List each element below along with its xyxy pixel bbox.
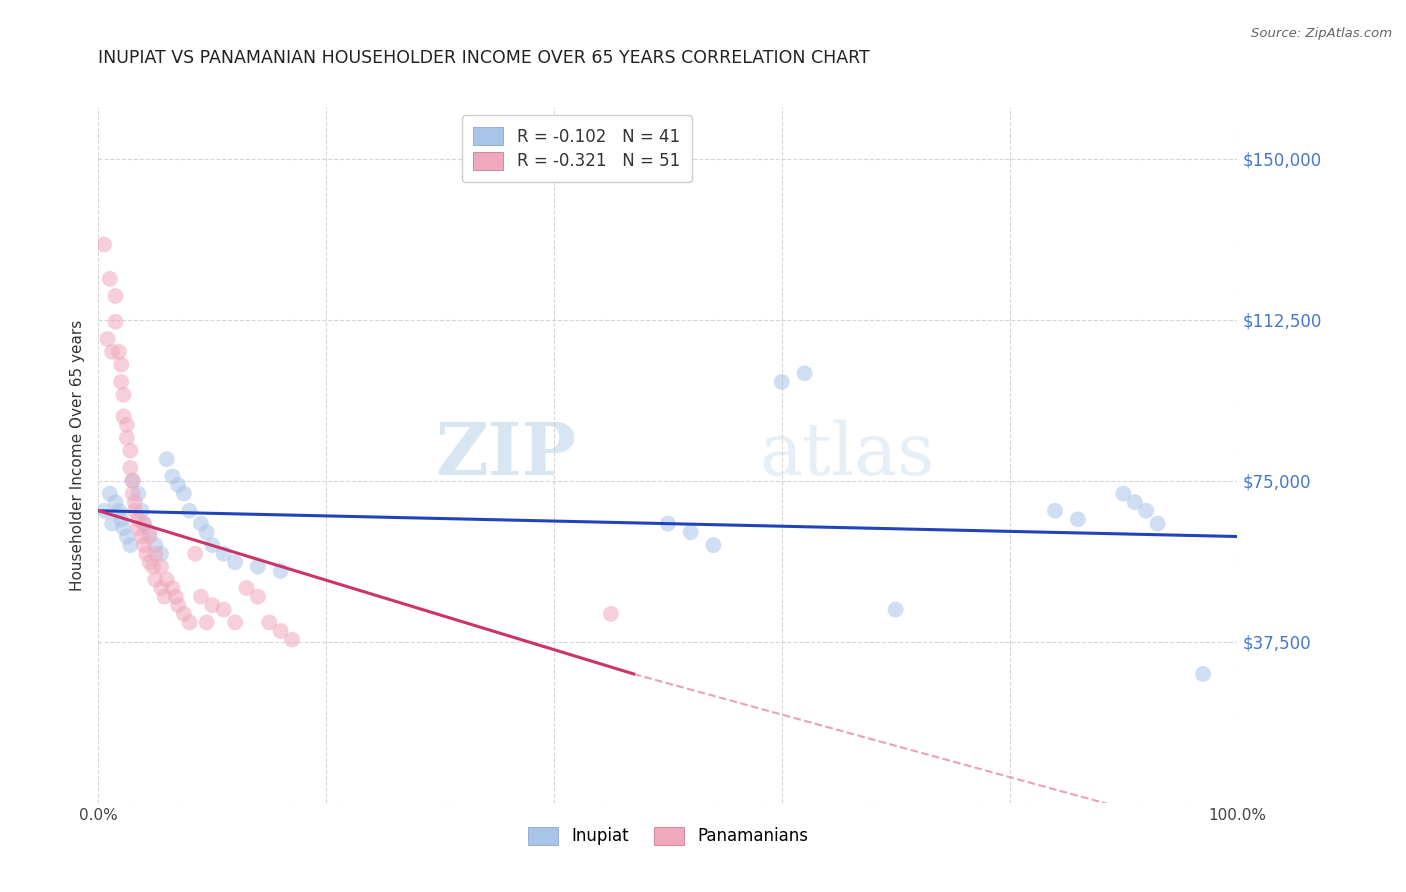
Point: [224, 555, 246, 569]
Point: [131, 529, 153, 543]
Point: [201, 599, 224, 613]
Legend: Inupiat, Panamanians: Inupiat, Panamanians: [516, 815, 820, 857]
Point: [120, 443, 142, 458]
Point: [112, 521, 135, 535]
Point: [131, 504, 153, 518]
Point: [1123, 495, 1146, 509]
Point: [110, 375, 132, 389]
Point: [259, 615, 281, 630]
Point: [96, 332, 118, 346]
Point: [110, 358, 132, 372]
Point: [190, 590, 212, 604]
Point: [1043, 504, 1066, 518]
Point: [195, 525, 218, 540]
Point: [112, 409, 135, 424]
Point: [124, 504, 146, 518]
Point: [657, 516, 679, 531]
Point: [167, 478, 190, 492]
Point: [127, 486, 149, 500]
Point: [173, 486, 195, 500]
Point: [110, 512, 132, 526]
Point: [132, 516, 155, 531]
Point: [201, 538, 224, 552]
Point: [127, 512, 149, 526]
Point: [98, 486, 121, 500]
Point: [270, 564, 292, 578]
Point: [162, 581, 184, 595]
Point: [167, 599, 190, 613]
Point: [98, 272, 121, 286]
Point: [153, 590, 176, 604]
Point: [702, 538, 724, 552]
Point: [770, 375, 793, 389]
Point: [101, 516, 124, 531]
Point: [112, 388, 135, 402]
Point: [132, 538, 155, 552]
Point: [1067, 512, 1090, 526]
Point: [145, 538, 167, 552]
Point: [121, 474, 143, 488]
Point: [270, 624, 292, 638]
Point: [104, 315, 127, 329]
Point: [235, 581, 257, 595]
Point: [104, 289, 127, 303]
Point: [138, 555, 160, 569]
Point: [150, 581, 173, 595]
Point: [679, 525, 702, 540]
Text: atlas: atlas: [759, 419, 935, 491]
Point: [115, 431, 138, 445]
Point: [138, 529, 160, 543]
Point: [120, 538, 142, 552]
Point: [145, 573, 167, 587]
Point: [93, 237, 115, 252]
Text: INUPIAT VS PANAMANIAN HOUSEHOLDER INCOME OVER 65 YEARS CORRELATION CHART: INUPIAT VS PANAMANIAN HOUSEHOLDER INCOME…: [98, 49, 870, 67]
Point: [115, 529, 138, 543]
Y-axis label: Householder Income Over 65 years: Householder Income Over 65 years: [70, 319, 86, 591]
Point: [156, 452, 179, 467]
Point: [179, 504, 201, 518]
Point: [1192, 667, 1215, 681]
Point: [884, 602, 907, 616]
Point: [1112, 486, 1135, 500]
Point: [150, 547, 173, 561]
Point: [195, 615, 218, 630]
Point: [165, 590, 187, 604]
Point: [281, 632, 304, 647]
Point: [173, 607, 195, 621]
Point: [108, 504, 131, 518]
Point: [93, 504, 115, 518]
Point: [246, 559, 269, 574]
Point: [1146, 516, 1168, 531]
Point: [135, 547, 157, 561]
Point: [150, 559, 173, 574]
Point: [145, 547, 167, 561]
Point: [101, 344, 124, 359]
Point: [224, 615, 246, 630]
Point: [132, 516, 155, 531]
Point: [121, 486, 143, 500]
Point: [124, 495, 146, 509]
Text: Source: ZipAtlas.com: Source: ZipAtlas.com: [1251, 27, 1392, 40]
Point: [246, 590, 269, 604]
Point: [184, 547, 207, 561]
Point: [179, 615, 201, 630]
Point: [1135, 504, 1157, 518]
Point: [104, 495, 127, 509]
Point: [212, 547, 235, 561]
Point: [793, 367, 815, 381]
Point: [156, 573, 179, 587]
Point: [121, 474, 143, 488]
Point: [600, 607, 623, 621]
Point: [127, 521, 149, 535]
Point: [190, 516, 212, 531]
Text: ZIP: ZIP: [436, 419, 576, 491]
Point: [115, 417, 138, 432]
Point: [212, 602, 235, 616]
Point: [120, 460, 142, 475]
Point: [108, 344, 131, 359]
Point: [142, 559, 165, 574]
Point: [138, 525, 160, 540]
Point: [162, 469, 184, 483]
